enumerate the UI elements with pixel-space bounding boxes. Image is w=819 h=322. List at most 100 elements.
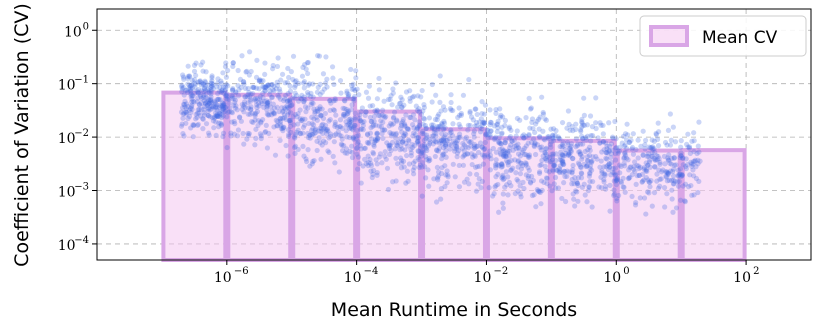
y-tick-label: 10 [58,131,76,147]
scatter-point [219,112,225,118]
scatter-point [536,126,542,132]
scatter-point [269,81,275,88]
scatter-point [478,185,484,191]
scatter-point [651,146,657,152]
y-tick-exponent: −4 [74,235,89,246]
scatter-point [539,187,545,193]
scatter-point [291,144,298,151]
scatter-point [323,128,329,134]
scatter-point [366,140,372,147]
scatter-point [510,147,516,153]
scatter-point [467,110,473,116]
scatter-point [341,111,347,117]
scatter-point [305,70,311,77]
scatter-point [613,144,619,151]
scatter-point [496,209,502,215]
scatter-point [578,164,584,171]
scatter-point [219,121,225,127]
scatter-point [179,84,185,90]
scatter-point [180,105,186,111]
scatter-point [262,84,268,91]
scatter-point [664,178,670,184]
scatter-point [260,95,266,101]
scatter-point [406,126,412,132]
scatter-point [195,107,201,113]
scatter-point [297,95,303,101]
scatter-point [546,134,552,140]
scatter-point [620,133,627,139]
scatter-point [244,68,250,74]
scatter-point [365,153,371,159]
scatter-point [555,134,561,140]
scatter-point [633,199,639,206]
scatter-point [444,137,450,144]
scatter-point [671,162,678,168]
scatter-point [656,156,662,162]
scatter-point [468,143,474,149]
scatter-point [323,140,329,146]
scatter-point [523,172,529,178]
scatter-point [565,142,571,148]
scatter-point [446,141,452,147]
scatter-point [229,87,236,93]
scatter-point [281,112,288,118]
scatter-point [517,153,524,159]
scatter-point [603,149,609,156]
scatter-point [666,177,672,183]
scatter-point [680,162,686,168]
scatter-point [506,148,512,154]
scatter-point [301,153,307,159]
scatter-point [621,143,627,149]
scatter-point [442,183,448,190]
scatter-point [370,103,376,109]
scatter-point [300,143,306,149]
scatter-point [647,145,654,151]
scatter-point [531,142,537,148]
scatter-point [515,157,522,164]
scatter-point [200,81,207,87]
scatter-point [284,103,290,109]
scatter-point [287,119,293,125]
scatter-point [368,118,374,124]
scatter-point [566,150,572,156]
scatter-point [439,165,445,171]
scatter-point [361,145,367,152]
scatter-point [221,102,227,108]
scatter-point [186,107,192,113]
scatter-point [587,178,593,185]
scatter-point [219,100,226,106]
scatter-point [641,166,647,172]
scatter-point [230,63,236,70]
scatter-point [205,108,211,114]
scatter-point [450,121,456,127]
scatter-point [473,188,480,194]
scatter-point [679,171,685,177]
scatter-point [434,175,441,181]
scatter-point [183,109,189,115]
scatter-point [563,198,569,205]
scatter-point [667,160,673,166]
scatter-point [537,162,543,169]
scatter-point [505,150,511,156]
scatter-point [695,157,701,163]
scatter-point [393,155,399,161]
scatter-point [215,76,221,82]
scatter-point [419,148,425,154]
scatter-point [183,109,189,115]
scatter-point [198,94,204,100]
scatter-point [564,168,570,174]
scatter-point [255,122,261,129]
scatter-point [305,82,311,88]
scatter-point [280,115,286,121]
mean-cv-bar [161,90,228,262]
scatter-point [682,198,688,204]
scatter-point [285,90,291,97]
scatter-point [280,125,286,132]
scatter-point [435,148,442,154]
scatter-point [246,49,253,55]
scatter-point [579,154,585,160]
scatter-point [372,108,378,114]
scatter-point [631,163,637,170]
scatter-point [471,143,477,149]
scatter-point [425,143,432,149]
